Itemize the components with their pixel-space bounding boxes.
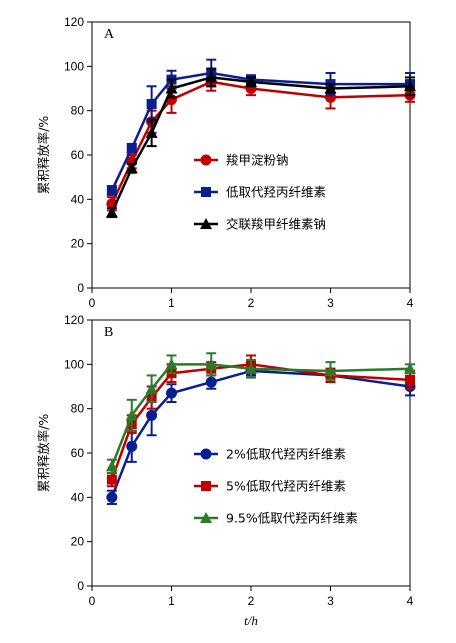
panel-a-y-ticks: 0 20 40 60 80 100 120 [64, 15, 92, 295]
data-point [205, 376, 217, 388]
data-point [105, 460, 118, 472]
y-tick-label: 120 [64, 313, 84, 327]
data-point [166, 387, 177, 399]
y-tick-label: 40 [71, 192, 85, 206]
panel-a: A 累积释放率/% 0 20 40 60 80 100 120 0 1 2 3 4 羧甲淀粉钠低取代… [36, 15, 416, 310]
x-tick-label: 0 [89, 594, 96, 608]
data-point [106, 185, 117, 196]
y-tick-label: 0 [77, 281, 84, 295]
data-point [245, 362, 257, 374]
legend-item: 5%低取代羟丙纤维素 [194, 479, 346, 494]
x-tick-label: 1 [168, 296, 175, 310]
data-point [324, 364, 337, 376]
panel-b-letter: B [104, 325, 113, 340]
series-line [110, 71, 410, 192]
legend-label: 交联羧甲纤维素钠 [226, 217, 326, 232]
panel-b-y-ticks: 0 20 40 60 80 100 120 [64, 313, 92, 593]
panel-a-ylabel: 累积释放率/% [36, 116, 51, 195]
legend-item: 交联羧甲纤维素钠 [194, 217, 326, 232]
series-3 [105, 352, 416, 474]
data-point [146, 99, 157, 110]
y-tick-label: 20 [71, 237, 85, 251]
legend-item: 羧甲淀粉钠 [194, 153, 289, 168]
legend-label: 羧甲淀粉钠 [226, 153, 289, 168]
data-point [106, 491, 118, 503]
legend-marker [200, 154, 212, 166]
panel-b-ylabel: 累积释放率/% [36, 414, 51, 493]
data-point [105, 206, 118, 218]
legend-marker [201, 187, 211, 197]
data-point [405, 374, 415, 385]
series-3 [105, 67, 416, 219]
data-point [245, 75, 257, 87]
x-tick-label: 0 [89, 296, 96, 310]
panel-b-series [105, 352, 416, 505]
x-tick-label: 2 [248, 296, 255, 310]
y-tick-label: 120 [64, 15, 84, 29]
data-point [404, 362, 416, 374]
data-point [126, 440, 138, 452]
panel-a-series [105, 58, 416, 219]
legend-label: 2%低取代羟丙纤维素 [226, 447, 346, 462]
panel-b: B 累积释放率/% 0 20 40 60 80 100 120 0 1 2 3 4 2%低取代羟丙纤… [36, 313, 416, 628]
series-line [110, 76, 411, 214]
data-point [146, 409, 158, 421]
data-point [205, 358, 218, 370]
legend-item: 低取代羟丙纤维素 [194, 185, 326, 200]
panel-a-x-ticks: 0 1 2 3 4 [89, 288, 414, 310]
y-tick-label: 80 [71, 402, 85, 416]
y-tick-label: 80 [71, 104, 85, 118]
y-tick-label: 40 [71, 490, 85, 504]
panel-b-xlabel: t/h [244, 613, 258, 628]
y-tick-label: 100 [64, 357, 84, 371]
panel-b-legend: 2%低取代羟丙纤维素 5%低取代羟丙纤维素 9.5%低取代羟丙纤维素 [194, 447, 358, 526]
data-point [125, 162, 138, 174]
x-tick-label: 4 [407, 296, 414, 310]
data-point [165, 82, 178, 94]
legend-marker [200, 512, 212, 523]
legend-label: 9.5%低取代羟丙纤维素 [226, 511, 358, 526]
x-tick-label: 4 [407, 594, 414, 608]
legend-label: 低取代羟丙纤维素 [226, 185, 326, 200]
y-tick-label: 0 [77, 579, 84, 593]
panel-a-letter: A [104, 27, 115, 42]
data-point [404, 80, 416, 92]
y-tick-label: 100 [64, 59, 84, 73]
data-point [145, 126, 158, 138]
legend-marker [201, 481, 211, 491]
data-point [125, 409, 138, 421]
x-tick-label: 2 [248, 594, 255, 608]
data-point [205, 71, 218, 83]
y-tick-label: 60 [71, 446, 85, 460]
legend-marker [200, 218, 212, 229]
legend-item: 2%低取代羟丙纤维素 [194, 447, 346, 462]
x-tick-label: 1 [168, 594, 175, 608]
legend-marker [200, 448, 212, 460]
y-tick-label: 20 [71, 535, 85, 549]
data-point [126, 143, 137, 154]
series-line [110, 80, 411, 205]
x-tick-label: 3 [327, 296, 334, 310]
series-line [110, 363, 411, 467]
data-point [324, 82, 337, 94]
legend-label: 5%低取代羟丙纤维素 [226, 479, 346, 494]
data-point [106, 474, 117, 485]
data-point [145, 382, 158, 394]
data-point [165, 358, 178, 370]
y-tick-label: 60 [71, 148, 85, 162]
panel-b-x-ticks: 0 1 2 3 4 [89, 586, 414, 608]
legend-item: 9.5%低取代羟丙纤维素 [194, 511, 358, 526]
x-tick-label: 3 [327, 594, 334, 608]
